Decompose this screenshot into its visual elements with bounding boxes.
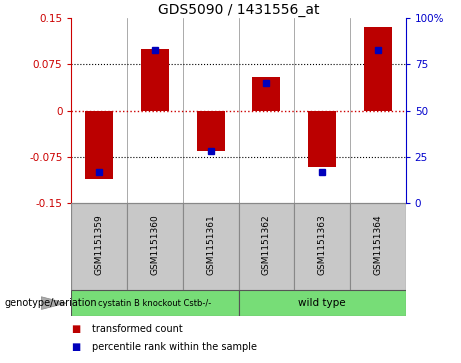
Polygon shape — [41, 297, 66, 309]
Text: percentile rank within the sample: percentile rank within the sample — [92, 342, 257, 352]
Text: GSM1151364: GSM1151364 — [373, 215, 382, 276]
Text: transformed count: transformed count — [92, 323, 183, 334]
Bar — [71, 290, 239, 316]
Text: GSM1151360: GSM1151360 — [150, 215, 160, 276]
Bar — [183, 203, 238, 290]
Bar — [71, 203, 127, 290]
Bar — [197, 111, 225, 151]
Bar — [85, 111, 113, 179]
Bar — [350, 203, 406, 290]
Bar — [238, 203, 294, 290]
Bar — [364, 28, 392, 111]
Text: genotype/variation: genotype/variation — [5, 298, 97, 308]
Title: GDS5090 / 1431556_at: GDS5090 / 1431556_at — [158, 3, 319, 17]
Bar — [238, 290, 406, 316]
Text: GSM1151359: GSM1151359 — [95, 215, 104, 276]
Text: cystatin B knockout Cstb-/-: cystatin B knockout Cstb-/- — [98, 299, 212, 307]
Bar — [127, 203, 183, 290]
Bar — [253, 77, 280, 111]
Bar — [294, 203, 350, 290]
Text: GSM1151363: GSM1151363 — [318, 215, 327, 276]
Bar — [308, 111, 336, 167]
Bar — [141, 49, 169, 111]
Text: ■: ■ — [71, 342, 81, 352]
Text: ■: ■ — [71, 323, 81, 334]
Text: GSM1151361: GSM1151361 — [206, 215, 215, 276]
Text: GSM1151362: GSM1151362 — [262, 215, 271, 276]
Text: wild type: wild type — [298, 298, 346, 308]
